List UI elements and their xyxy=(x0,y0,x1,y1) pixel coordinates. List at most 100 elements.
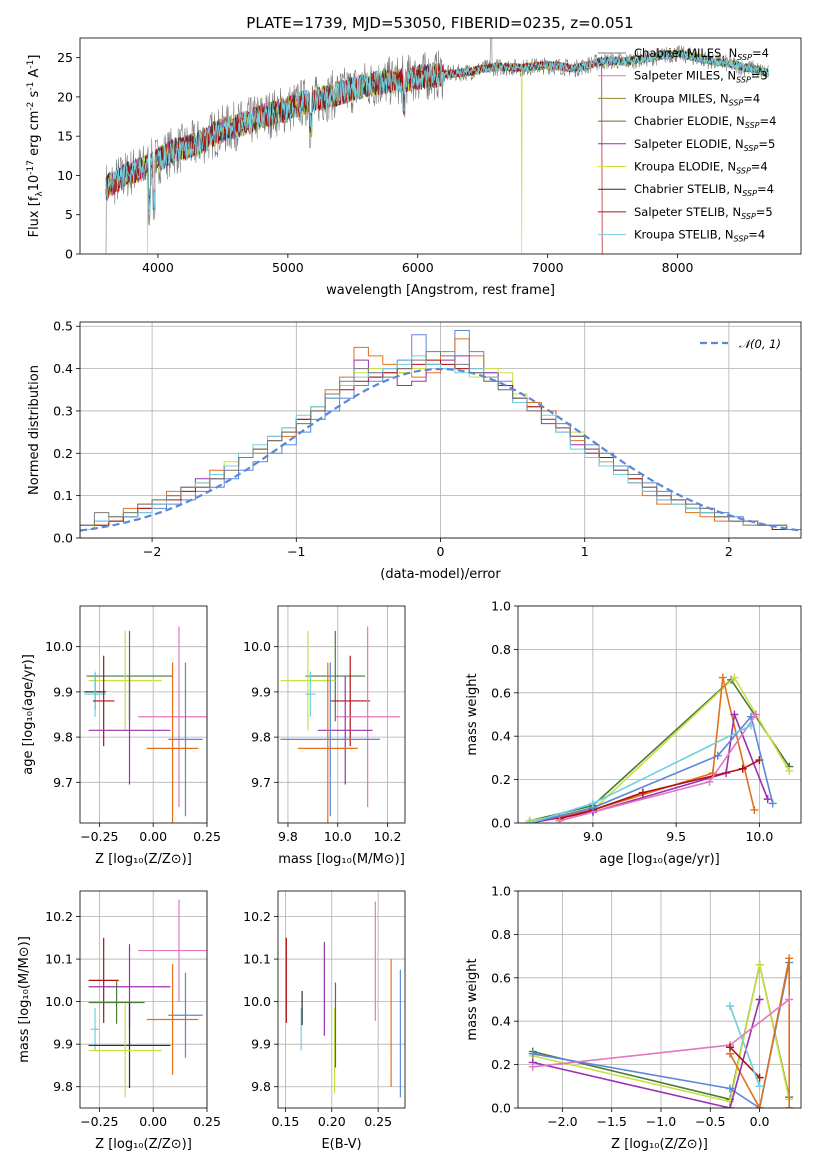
weight-marker xyxy=(726,1002,735,1011)
normal-curve xyxy=(80,367,801,532)
errorbar-point xyxy=(92,655,115,747)
x-tick-label: 4000 xyxy=(142,260,174,275)
x-tick-label: 1 xyxy=(581,544,589,559)
y-tick-label: 1.0 xyxy=(491,884,511,899)
axes-frame xyxy=(79,37,802,255)
x-tick-label: −1.0 xyxy=(646,1114,676,1129)
x-axis-label: wavelength [Angstrom, rest frame] xyxy=(326,283,555,298)
errorbar-point xyxy=(88,1002,171,1089)
massweight-vs-age-panel: 9.0 9.5 10.0 0.0 0.2 0.4 0.6 0.8 1.0 age [log₁₀(a… xyxy=(465,599,802,867)
errorbar-point xyxy=(88,1003,162,1098)
weight-line xyxy=(729,1005,761,1087)
x-axis-label: mass [log₁₀(M/M⊙)] xyxy=(278,852,405,867)
y-tick-label: 1.0 xyxy=(491,599,511,614)
weight-marker xyxy=(705,777,714,786)
histogram-series xyxy=(80,351,801,538)
x-tick-label: 8000 xyxy=(662,260,694,275)
weight-marker xyxy=(588,799,597,808)
y-tick-label: 0.2 xyxy=(491,1057,511,1072)
weight-marker xyxy=(555,816,564,823)
errorbar-point xyxy=(305,671,316,717)
axes-frame xyxy=(79,605,208,824)
y-tick-label: 0.0 xyxy=(491,816,511,831)
errorbars xyxy=(280,626,401,823)
legend-label: Chabrier STELIB, NSSP=4 xyxy=(634,182,774,198)
y-tick-label: 9.8 xyxy=(53,730,73,745)
errorbars xyxy=(285,901,401,1098)
x-tick-label: 10.2 xyxy=(374,829,402,844)
y-tick-label: 0.5 xyxy=(53,319,73,334)
weight-marker xyxy=(763,795,772,804)
x-tick-label: −2 xyxy=(143,544,161,559)
errorbar-point xyxy=(138,899,207,1002)
weight-marker xyxy=(785,954,794,963)
y-tick-label: 0.6 xyxy=(491,685,511,700)
y-tick-label: 10.2 xyxy=(45,909,73,924)
y-tick-label: 10.0 xyxy=(243,639,271,654)
y-axis-label: age [log₁₀(age/yr)] xyxy=(21,654,36,775)
spectrum-lines xyxy=(105,38,769,254)
y-tick-label: 0.2 xyxy=(53,446,73,461)
x-axis-label: E(B-V) xyxy=(321,1137,361,1152)
y-tick-label: 0.1 xyxy=(53,488,73,503)
errorbars xyxy=(88,899,207,1098)
weight-marker xyxy=(747,721,756,730)
y-tick-label: 0.3 xyxy=(53,403,73,418)
histograms xyxy=(80,330,801,538)
y-tick-label: 0.0 xyxy=(53,531,73,546)
errorbar-point xyxy=(317,676,373,785)
figure-title: PLATE=1739, MJD=53050, FIBERID=0235, z=0… xyxy=(246,14,633,32)
errorbar-point xyxy=(335,626,401,808)
weight-line xyxy=(529,677,756,823)
weight-marker xyxy=(726,1043,735,1052)
y-tick-label: 10.0 xyxy=(45,639,73,654)
y-tick-label: 0.6 xyxy=(491,970,511,985)
x-axis-label: (data-model)/error xyxy=(380,567,501,582)
y-tick-label: 0.8 xyxy=(491,642,511,657)
weight-line xyxy=(529,678,790,822)
x-tick-label: 0.20 xyxy=(318,1114,346,1129)
errorbar-point xyxy=(88,630,162,731)
y-axis-label: Flux [fλ10-17 erg cm-2 s-1 A-1] xyxy=(26,55,45,238)
weight-marker xyxy=(528,1049,537,1058)
y-tick-label: 9.9 xyxy=(251,684,271,699)
x-axis-label: age [log₁₀(age/yr)] xyxy=(599,852,720,867)
x-tick-label: −0.5 xyxy=(695,1114,725,1129)
weight-marker xyxy=(638,788,647,797)
weight-marker xyxy=(730,673,739,682)
y-axis-label: mass [log₁₀(M/M⊙)] xyxy=(17,936,32,1063)
y-axis-label: mass weight xyxy=(465,673,480,755)
y-tick-label: 15 xyxy=(57,129,73,144)
x-tick-label: −1 xyxy=(287,544,305,559)
age-vs-mass-panel: 9.8 10.0 10.2 9.7 9.8 9.9 10.0 mass [log₁₀(M/M⊙… xyxy=(243,605,406,867)
weight-marker xyxy=(785,1104,794,1108)
legend-label: Kroupa ELODIE, NSSP=4 xyxy=(634,160,768,176)
x-tick-label: 9.0 xyxy=(583,829,603,844)
errorbar-point xyxy=(88,676,171,785)
x-tick-label: −0.25 xyxy=(80,1114,118,1129)
y-tick-label: 9.9 xyxy=(53,684,73,699)
errorbar-point xyxy=(88,981,145,1024)
mass-vs-Z-panel: −0.25 0.00 0.25 9.8 9.9 10.0 10.1 10.2 Z [log₁₀(… xyxy=(17,890,221,1152)
spectrum-panel: 4000 5000 6000 7000 8000 0 5 10 15 20 25 wavelength… xyxy=(26,37,802,298)
legend-label: Salpeter MILES, NSSP=3 xyxy=(634,69,768,85)
errorbar-point xyxy=(280,630,336,731)
weight-marker xyxy=(768,799,777,808)
y-tick-label: 10 xyxy=(57,168,73,183)
legend-label: Chabrier ELODIE, NSSP=4 xyxy=(634,114,776,130)
x-tick-label: 0.25 xyxy=(193,1114,221,1129)
legend-label: Kroupa STELIB, NSSP=4 xyxy=(634,228,765,244)
x-tick-label: 7000 xyxy=(532,260,564,275)
errorbar-point xyxy=(297,662,358,823)
y-tick-label: 9.7 xyxy=(251,775,271,790)
errorbar-point xyxy=(146,964,199,1075)
spectrum-line-kroupa-stelib xyxy=(105,50,769,214)
legend-label: 𝒩(0, 1) xyxy=(739,337,781,351)
y-tick-label: 20 xyxy=(57,89,73,104)
axes-frame xyxy=(79,890,208,1109)
weight-marker xyxy=(785,766,794,775)
y-tick-label: 9.8 xyxy=(251,1079,271,1094)
y-tick-label: 25 xyxy=(57,50,73,65)
x-axis-label: Z [log₁₀(Z/Z⊙)] xyxy=(95,1137,192,1152)
y-tick-label: 0.4 xyxy=(53,361,73,376)
